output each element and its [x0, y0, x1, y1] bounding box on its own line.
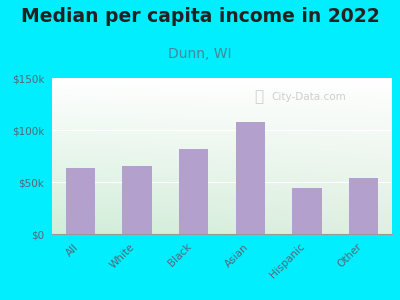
Bar — [349, 178, 378, 234]
Text: City-Data.com: City-Data.com — [271, 92, 346, 102]
Text: Median per capita income in 2022: Median per capita income in 2022 — [21, 8, 379, 26]
Bar — [66, 169, 95, 234]
Bar — [122, 167, 152, 234]
Bar — [236, 122, 265, 234]
Bar — [179, 149, 208, 234]
Text: Dunn, WI: Dunn, WI — [168, 46, 232, 61]
Bar — [292, 188, 322, 234]
Text: ⓘ: ⓘ — [254, 89, 264, 104]
